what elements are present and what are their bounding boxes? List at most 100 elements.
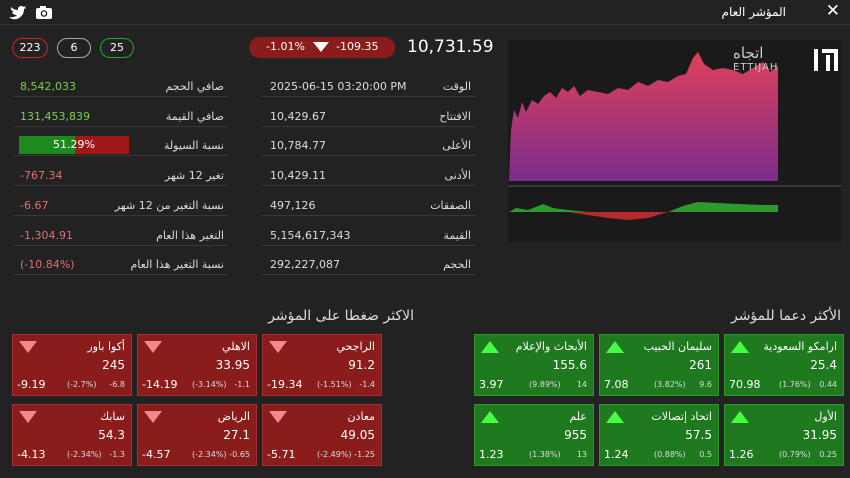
- stock-impact: -9.19: [17, 378, 46, 391]
- divider: [0, 24, 850, 25]
- row-line: [262, 214, 476, 216]
- stat-value: 8,542,033: [20, 80, 76, 93]
- stat-value: -6.67: [20, 198, 49, 212]
- support-title: الأكثر دعما للمؤشر: [730, 308, 841, 324]
- stock-change: -0.65: [229, 450, 250, 459]
- index-change-pct: -1.01%: [266, 40, 305, 53]
- up-arrow: [731, 411, 749, 423]
- stock-card[interactable]: الرياض 27.1 -4.57 (-2.34%) -0.65: [137, 404, 257, 466]
- stock-name: سليمان الحبيب: [643, 340, 712, 353]
- stock-change-pct: (9.89%): [529, 380, 561, 389]
- down-arrow: [269, 411, 287, 423]
- row-line: [262, 274, 476, 276]
- stock-change: 0.25: [819, 450, 837, 459]
- stock-card[interactable]: الأبحاث والإعلام 155.6 3.97 (9.89%) 14: [474, 334, 594, 396]
- stock-change-pct: (-2.49%): [317, 450, 352, 459]
- stock-name: الرياض: [217, 410, 250, 423]
- stock-card[interactable]: سليمان الحبيب 261 7.08 (3.82%) 9.6: [599, 334, 719, 396]
- index-change: -109.35: [336, 40, 379, 53]
- stock-change-pct: (3.82%): [654, 380, 686, 389]
- stat-label: الأعلى: [442, 139, 471, 153]
- stock-card[interactable]: الاهلي 33.95 -14.19 (-3.14%) -1.1: [137, 334, 257, 396]
- stock-impact: -14.19: [142, 378, 178, 391]
- down-arrow: [19, 411, 37, 423]
- stock-name: الأول: [814, 410, 837, 423]
- stat-value: 131,453,839: [20, 109, 90, 123]
- stat-value: -767.34: [20, 169, 63, 183]
- stock-name: الأبحاث والإعلام: [515, 340, 587, 353]
- stat-value: 10,429.67: [270, 109, 326, 123]
- stat-label: الصفقات: [430, 198, 471, 212]
- stock-price: 27.1: [223, 428, 250, 442]
- stock-price: 25.4: [810, 358, 837, 372]
- stock-price: 245: [102, 358, 125, 372]
- stock-name: سابك: [100, 410, 125, 423]
- close-button[interactable]: ✕: [825, 1, 840, 21]
- stock-card[interactable]: الراجحي 91.2 -19.34 (-1.51%) -1.4: [262, 334, 382, 396]
- row-line: [262, 185, 476, 187]
- row-line: [262, 125, 476, 127]
- row-line: [14, 185, 228, 187]
- stock-price: 33.95: [215, 358, 250, 372]
- stock-change-pct: (-1.51%): [317, 380, 352, 389]
- stock-name: الاهلي: [222, 340, 250, 353]
- stock-card[interactable]: سابك 54.3 -4.13 (-2.34%) -1.3: [12, 404, 132, 466]
- stock-change-pct: (0.79%): [779, 450, 811, 459]
- stock-price: 155.6: [552, 358, 587, 372]
- stat-label: تغير 12 شهر: [164, 169, 224, 183]
- stat-value: (-10.84%): [20, 258, 75, 272]
- down-arrow: [19, 341, 37, 353]
- stock-change: 0.44: [819, 380, 837, 389]
- index-value: 10,731.59: [407, 37, 494, 57]
- stat-label: الوقت: [442, 80, 471, 93]
- logo-latin: ETTIJAH: [733, 62, 779, 73]
- toolbar-icons[interactable]: [8, 5, 68, 21]
- stock-card[interactable]: الأول 31.95 1.26 (0.79%) 0.25: [724, 404, 844, 466]
- stock-card[interactable]: معادن 49.05 -5.71 (-2.49%) -1.25: [262, 404, 382, 466]
- stock-change-pct: (-2.34%): [67, 450, 102, 459]
- stock-change: 9.6: [699, 380, 712, 389]
- stock-change: -6.8: [109, 380, 125, 389]
- row-line: [262, 155, 476, 157]
- up-arrow: [606, 411, 624, 423]
- stock-change: 0.5: [699, 450, 712, 459]
- stock-change-pct: (-2.34%): [192, 450, 227, 459]
- stock-change-pct: (1.38%): [529, 450, 561, 459]
- stock-name: علم: [569, 410, 587, 423]
- row-line: [262, 244, 476, 246]
- stock-impact: 1.23: [479, 448, 504, 461]
- stock-name: اتحاد إتصالات: [651, 410, 712, 423]
- stock-card[interactable]: اتحاد إتصالات 57.5 1.24 (0.88%) 0.5: [599, 404, 719, 466]
- stat-label: نسبة التغير من 12 شهر: [114, 198, 224, 212]
- unchanged-count: 6: [57, 38, 91, 58]
- stat-value: 292,227,087: [270, 258, 340, 272]
- stat-value: 497,126: [270, 198, 316, 212]
- stat-value: 2025-06-15 03:20:00 PM: [270, 80, 407, 93]
- stock-impact: -4.57: [142, 448, 171, 461]
- stock-change: -1.3: [109, 450, 125, 459]
- liquidity-text: 51.29%: [53, 138, 95, 152]
- stock-name: الراجحي: [336, 340, 375, 353]
- stat-label: الافتتاح: [439, 109, 471, 123]
- stock-card[interactable]: ارامكو السعودية 25.4 70.98 (1.76%) 0.44: [724, 334, 844, 396]
- stat-label: القيمة: [443, 228, 471, 242]
- stock-card[interactable]: أكوا باور 245 -9.19 (-2.7%) -6.8: [12, 334, 132, 396]
- mini-chart: [508, 40, 841, 242]
- stock-price: 54.3: [98, 428, 125, 442]
- down-arrow: [144, 411, 162, 423]
- stock-card[interactable]: علم 955 1.23 (1.38%) 13: [474, 404, 594, 466]
- widget-title: المؤشر العام: [721, 5, 786, 19]
- stock-name: معادن: [347, 410, 375, 423]
- advances-count: 25: [100, 38, 134, 58]
- stock-change: -1.1: [234, 380, 250, 389]
- stock-impact: -4.13: [17, 448, 46, 461]
- stat-label: الحجم: [443, 258, 471, 272]
- stock-name: ارامكو السعودية: [763, 340, 837, 353]
- down-arrow: [313, 42, 329, 52]
- stock-change: -1.4: [359, 380, 375, 389]
- stock-change-pct: (1.76%): [779, 380, 811, 389]
- row-line: [14, 125, 228, 127]
- up-arrow: [481, 341, 499, 353]
- row-line: [14, 155, 228, 157]
